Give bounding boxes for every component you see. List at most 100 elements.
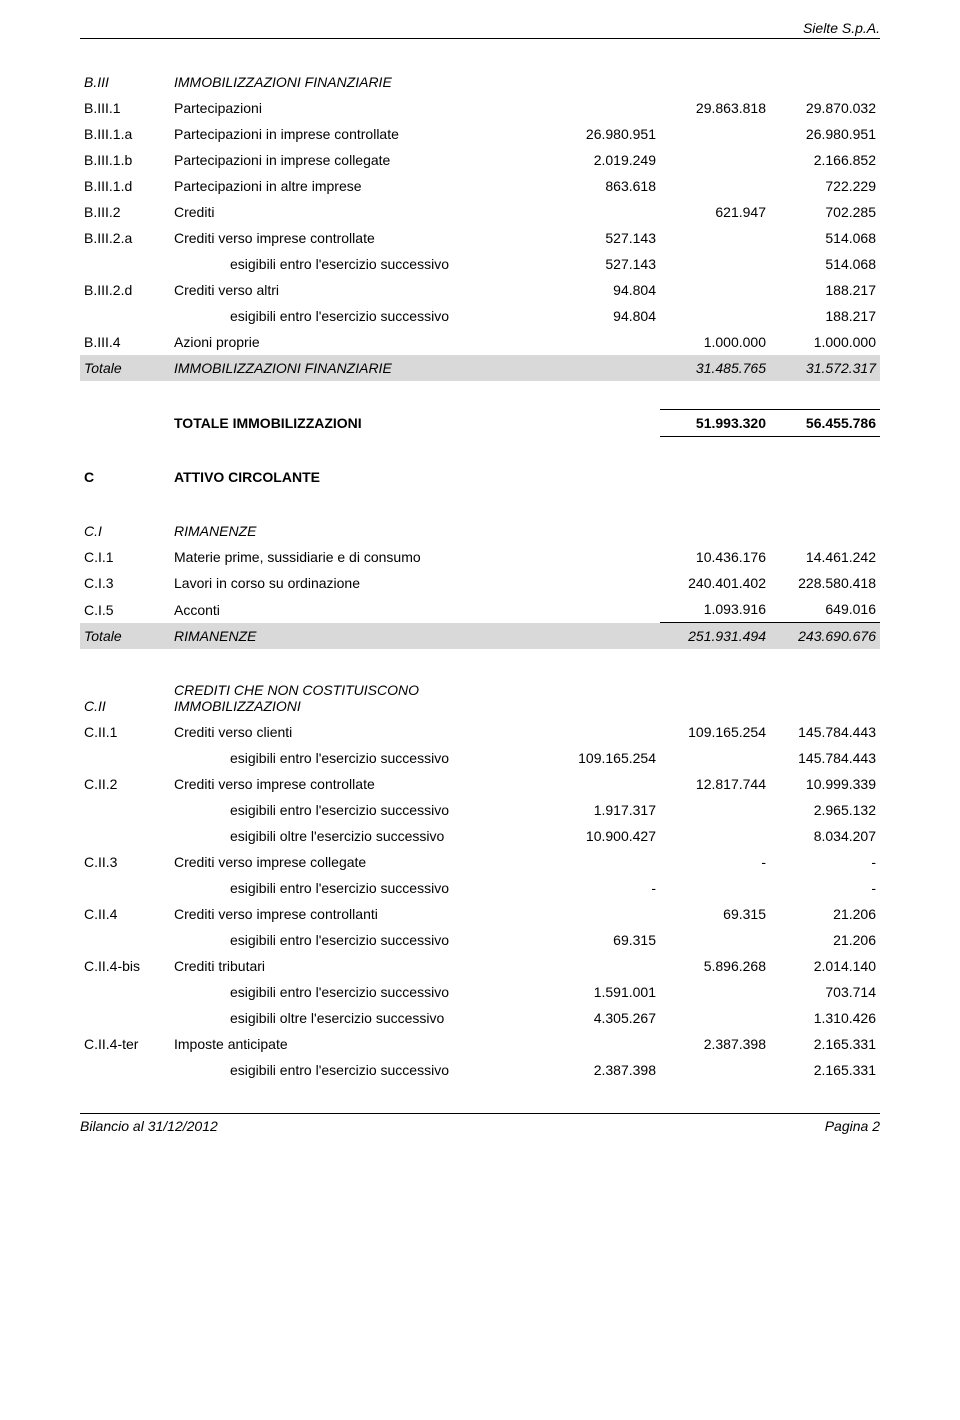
row-col3: 514.068: [770, 251, 880, 277]
row-code: C.II.2: [80, 771, 170, 797]
row-col3: [770, 518, 880, 544]
table-row: B.III.2.dCrediti verso altri94.804188.21…: [80, 277, 880, 303]
table-row: B.III.2Crediti621.947702.285: [80, 199, 880, 225]
section-gap: [80, 436, 880, 464]
row-col1: [550, 409, 660, 436]
row-desc: ATTIVO CIRCOLANTE: [170, 464, 550, 490]
row-desc: esigibili entro l'esercizio successivo: [170, 745, 550, 771]
table-row: C.IRIMANENZE: [80, 518, 880, 544]
row-col3: 243.690.676: [770, 623, 880, 650]
row-code: C: [80, 464, 170, 490]
table-row: esigibili entro l'esercizio successivo52…: [80, 251, 880, 277]
row-col2: [660, 277, 770, 303]
row-col3: 1.310.426: [770, 1005, 880, 1031]
section-gap: [80, 381, 880, 409]
page-footer: Bilancio al 31/12/2012 Pagina 2: [80, 1113, 880, 1134]
row-desc: Crediti verso imprese controllate: [170, 225, 550, 251]
table-row: esigibili entro l'esercizio successivo--: [80, 875, 880, 901]
row-col2: [660, 251, 770, 277]
row-desc: esigibili entro l'esercizio successivo: [170, 979, 550, 1005]
row-col2: 1.000.000: [660, 329, 770, 355]
row-col1: [550, 69, 660, 95]
row-desc: Partecipazioni in altre imprese: [170, 173, 550, 199]
row-col3: 56.455.786: [770, 409, 880, 436]
row-desc: Crediti verso imprese controllate: [170, 771, 550, 797]
row-desc: esigibili entro l'esercizio successivo: [170, 797, 550, 823]
row-col2: 10.436.176: [660, 544, 770, 570]
row-code: [80, 409, 170, 436]
row-desc: esigibili entro l'esercizio successivo: [170, 875, 550, 901]
row-desc: IMMOBILIZZAZIONI FINANZIARIE: [170, 355, 550, 381]
row-col2: 31.485.765: [660, 355, 770, 381]
row-code: [80, 823, 170, 849]
row-col1: 26.980.951: [550, 121, 660, 147]
row-col1: [550, 199, 660, 225]
row-desc: esigibili oltre l'esercizio successivo: [170, 823, 550, 849]
row-col3: -: [770, 875, 880, 901]
row-col3: 21.206: [770, 901, 880, 927]
row-col1: [550, 596, 660, 623]
row-col2: [660, 464, 770, 490]
row-desc: Partecipazioni: [170, 95, 550, 121]
row-code: C.I.1: [80, 544, 170, 570]
row-col2: [660, 677, 770, 719]
table-row: CATTIVO CIRCOLANTE: [80, 464, 880, 490]
financial-table: B.IIIIMMOBILIZZAZIONI FINANZIARIE B.III.1…: [80, 69, 880, 1083]
row-col3: 703.714: [770, 979, 880, 1005]
row-code: [80, 875, 170, 901]
table-row: B.III.4Azioni proprie1.000.0001.000.000: [80, 329, 880, 355]
row-col3: 722.229: [770, 173, 880, 199]
table-row: C.II.4-terImposte anticipate2.387.3982.1…: [80, 1031, 880, 1057]
footer-left: Bilancio al 31/12/2012: [80, 1118, 218, 1134]
row-col2: [660, 518, 770, 544]
table-row: C.I.1Materie prime, sussidiarie e di con…: [80, 544, 880, 570]
table-row: C.II.1Crediti verso clienti109.165.25414…: [80, 719, 880, 745]
row-code: C.II.4-bis: [80, 953, 170, 979]
row-desc: Crediti verso altri: [170, 277, 550, 303]
row-col2: 51.993.320: [660, 409, 770, 436]
row-col1: 863.618: [550, 173, 660, 199]
row-col1: 2.387.398: [550, 1057, 660, 1083]
row-col1: 527.143: [550, 225, 660, 251]
row-code: C.I.3: [80, 570, 170, 596]
row-desc: Lavori in corso su ordinazione: [170, 570, 550, 596]
table-row: esigibili oltre l'esercizio successivo4.…: [80, 1005, 880, 1031]
row-desc: esigibili entro l'esercizio successivo: [170, 303, 550, 329]
row-col3: [770, 677, 880, 719]
row-col2: [660, 875, 770, 901]
section-gap: [80, 490, 880, 518]
row-col1: [550, 518, 660, 544]
row-col2: 109.165.254: [660, 719, 770, 745]
row-col1: [550, 570, 660, 596]
table-row: B.IIIIMMOBILIZZAZIONI FINANZIARIE: [80, 69, 880, 95]
row-col1: [550, 1031, 660, 1057]
row-code: [80, 927, 170, 953]
row-col3: 14.461.242: [770, 544, 880, 570]
row-col2: [660, 147, 770, 173]
table-row: C.I.5Acconti1.093.916649.016: [80, 596, 880, 623]
row-col3: 649.016: [770, 596, 880, 623]
row-col3: 228.580.418: [770, 570, 880, 596]
row-desc: Partecipazioni in imprese collegate: [170, 147, 550, 173]
row-col2: [660, 745, 770, 771]
table-row: esigibili oltre l'esercizio successivo10…: [80, 823, 880, 849]
row-col3: 188.217: [770, 303, 880, 329]
row-col2: 621.947: [660, 199, 770, 225]
row-col3: 2.166.852: [770, 147, 880, 173]
table-row: TOTALE IMMOBILIZZAZIONI51.993.32056.455.…: [80, 409, 880, 436]
footer-right: Pagina 2: [825, 1118, 880, 1134]
table-row: esigibili entro l'esercizio successivo69…: [80, 927, 880, 953]
row-col3: [770, 464, 880, 490]
row-col1: [550, 953, 660, 979]
table-row: B.III.1.dPartecipazioni in altre imprese…: [80, 173, 880, 199]
row-col1: [550, 544, 660, 570]
row-code: Totale: [80, 355, 170, 381]
table-row: esigibili entro l'esercizio successivo2.…: [80, 1057, 880, 1083]
row-col3: 21.206: [770, 927, 880, 953]
row-col1: [550, 771, 660, 797]
row-col3: 1.000.000: [770, 329, 880, 355]
row-col1: [550, 623, 660, 650]
row-col3: 702.285: [770, 199, 880, 225]
row-code: [80, 251, 170, 277]
row-col3: 145.784.443: [770, 745, 880, 771]
